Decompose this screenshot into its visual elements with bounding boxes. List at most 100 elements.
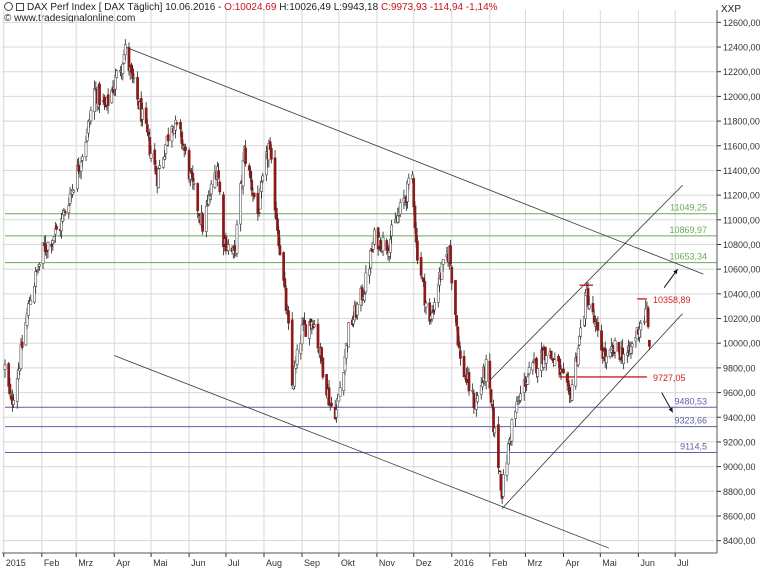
candle-up	[381, 237, 385, 252]
candle-up	[3, 364, 7, 370]
level-label: 9114,5	[680, 441, 707, 451]
header-line-1: DAX Perf Index [ DAX Täglich] 10.06.2016…	[4, 2, 498, 13]
candle-up	[15, 378, 19, 402]
up-arrow-head	[673, 269, 678, 275]
candle-down	[457, 341, 461, 348]
candle-up	[363, 293, 366, 301]
candle-down	[274, 207, 278, 220]
candle-down	[284, 287, 288, 311]
x-tick-label: Aug	[266, 558, 282, 568]
candle-down	[558, 358, 562, 376]
x-tick-label: Dez	[416, 558, 433, 568]
candle-up	[72, 190, 76, 193]
x-tick-label: Mrz	[527, 558, 542, 568]
candle-down	[276, 218, 279, 231]
candle-up	[132, 77, 136, 79]
candle-down	[499, 474, 503, 491]
candle-up	[347, 322, 351, 348]
candle-up	[149, 153, 153, 159]
candle-up	[544, 355, 548, 364]
candle-down	[181, 143, 185, 146]
candle-up	[19, 344, 23, 369]
y-tick-label: 9000,00	[723, 462, 756, 472]
candle-up	[578, 336, 581, 346]
candle-down	[414, 227, 418, 243]
y-tick-label: 10600,00	[723, 265, 760, 275]
candle-up	[239, 183, 243, 225]
candle-down	[462, 356, 466, 378]
x-tick-label: Okt	[341, 558, 356, 568]
close-change-value: C:9973,93 -114,94 -1,14%	[380, 2, 498, 13]
candle-down	[45, 250, 49, 253]
candle-up	[613, 340, 617, 353]
y-tick-label: 9600,00	[723, 388, 756, 398]
y-tick-label: 9800,00	[723, 363, 756, 373]
candle-up	[644, 308, 648, 323]
x-tick-label: Mai	[153, 558, 168, 568]
candle-down	[321, 357, 325, 378]
candle-down	[277, 230, 281, 246]
candle-up	[93, 88, 96, 112]
candle-down	[454, 280, 457, 315]
candle-down	[136, 77, 139, 100]
candle-up	[576, 348, 580, 366]
x-tick-label: 2015	[6, 558, 26, 568]
candle-up	[29, 300, 33, 305]
candle-down	[191, 172, 195, 182]
candle-down	[617, 342, 621, 352]
candle-down	[330, 402, 333, 407]
candle-down	[568, 387, 571, 396]
candle-up	[235, 224, 239, 254]
candles	[3, 39, 651, 504]
x-tick-label: Sep	[304, 558, 320, 568]
candle-up	[625, 352, 629, 356]
level-label: 9727,05	[653, 373, 686, 383]
candle-down	[257, 212, 261, 214]
candle-up	[493, 427, 497, 434]
candle-down	[646, 307, 650, 328]
source-credit: © www.tradesignalonline.com	[4, 13, 136, 24]
candle-down	[489, 389, 493, 403]
candle-up	[33, 286, 36, 303]
candle-down	[7, 363, 11, 387]
radio-icon[interactable]	[4, 2, 13, 11]
candle-up	[115, 70, 119, 78]
candle-up	[526, 376, 530, 385]
high-low-values: H:10026,49 L:9943,18	[279, 2, 379, 13]
level-label: 10869,97	[669, 225, 707, 235]
candle-down	[412, 178, 416, 208]
candle-up	[174, 119, 177, 131]
candle-down	[549, 350, 553, 359]
horizontal-levels	[5, 213, 717, 453]
candle-up	[227, 244, 230, 251]
candle-up	[209, 183, 213, 195]
candle-up	[87, 120, 90, 134]
symbol-label: XXP	[721, 4, 742, 15]
candle-up	[515, 401, 519, 413]
candle-down	[50, 243, 53, 247]
candle-down	[250, 179, 254, 191]
candle-up	[510, 419, 514, 442]
candle-up	[516, 403, 520, 405]
candle-up	[433, 302, 436, 311]
y-tick-label: 10000,00	[723, 339, 760, 349]
candle-up	[158, 165, 162, 169]
checkbox-icon[interactable]	[16, 3, 24, 11]
candle-up	[38, 264, 41, 267]
candle-down	[287, 310, 290, 324]
candle-down	[247, 165, 251, 171]
trendline-upper-downtrend	[125, 46, 704, 275]
candle-up	[373, 229, 376, 245]
candle-up	[261, 175, 265, 182]
x-tick-label: Jul	[677, 558, 689, 568]
x-tick-label: Mrz	[78, 558, 93, 568]
candle-down	[98, 83, 101, 106]
candle-up	[531, 362, 535, 371]
candle-down	[144, 107, 148, 124]
x-tick-label: Jun	[191, 558, 206, 568]
candle-down	[600, 330, 603, 351]
candle-down	[196, 183, 200, 212]
candle-down	[63, 211, 67, 214]
